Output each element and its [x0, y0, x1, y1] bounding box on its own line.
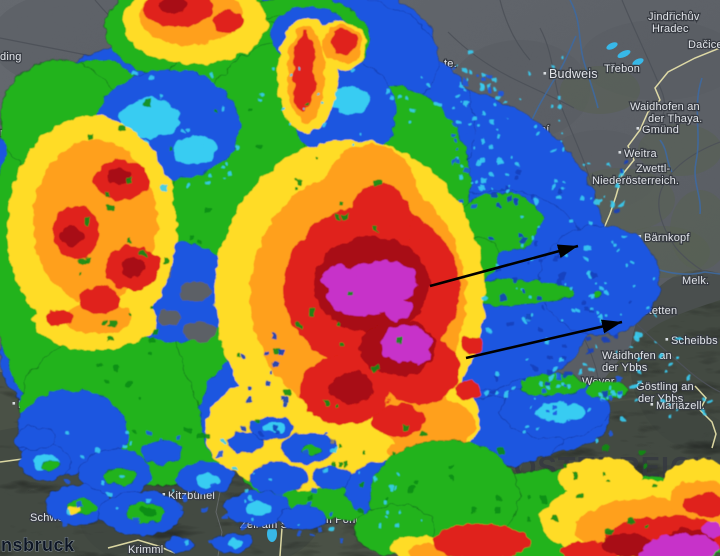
place-label: Innsbruck: [0, 535, 75, 555]
place-label: der Ybbs: [638, 393, 684, 405]
lakes: [267, 42, 644, 542]
place-label: ding: [0, 51, 22, 63]
place-label: Třebon: [604, 63, 640, 75]
place-label: Jindřichův: [648, 11, 700, 23]
annotation-arrow: [465, 319, 623, 360]
town-dot: [636, 127, 640, 130]
town-dot: [162, 493, 166, 496]
annotation-arrow: [429, 244, 579, 288]
place-label: Hradec: [652, 23, 689, 35]
town-dot: [12, 402, 16, 405]
place-label: Zwettl-: [636, 163, 671, 175]
annotation-arrows: [429, 244, 623, 360]
place-label: Gmünd: [642, 124, 679, 136]
place-label: Waidhofen an: [630, 101, 700, 113]
town-dot: [543, 72, 547, 75]
place-label: Weitra: [624, 148, 657, 160]
town-dot: [650, 403, 654, 406]
place-label: der Thaya.: [648, 113, 702, 125]
place-label: Mariazell.: [656, 400, 705, 412]
place-label: der Ybbs: [602, 362, 648, 374]
place-label: Budweis: [549, 67, 598, 81]
town-dot: [638, 235, 642, 238]
town-dot: [618, 151, 622, 154]
place-label: Göstling an: [636, 381, 694, 393]
place-label: Niederösterreich.: [592, 175, 679, 187]
place-label: Dačice: [688, 39, 720, 51]
place-label: Waidhofen an: [602, 350, 672, 362]
place-label: Bärnkopf: [644, 232, 690, 244]
place-label: Krimml: [128, 544, 163, 556]
place-label: Melk.: [682, 275, 709, 287]
place-label: Scheibbs: [671, 335, 718, 347]
town-dot: [665, 338, 669, 341]
